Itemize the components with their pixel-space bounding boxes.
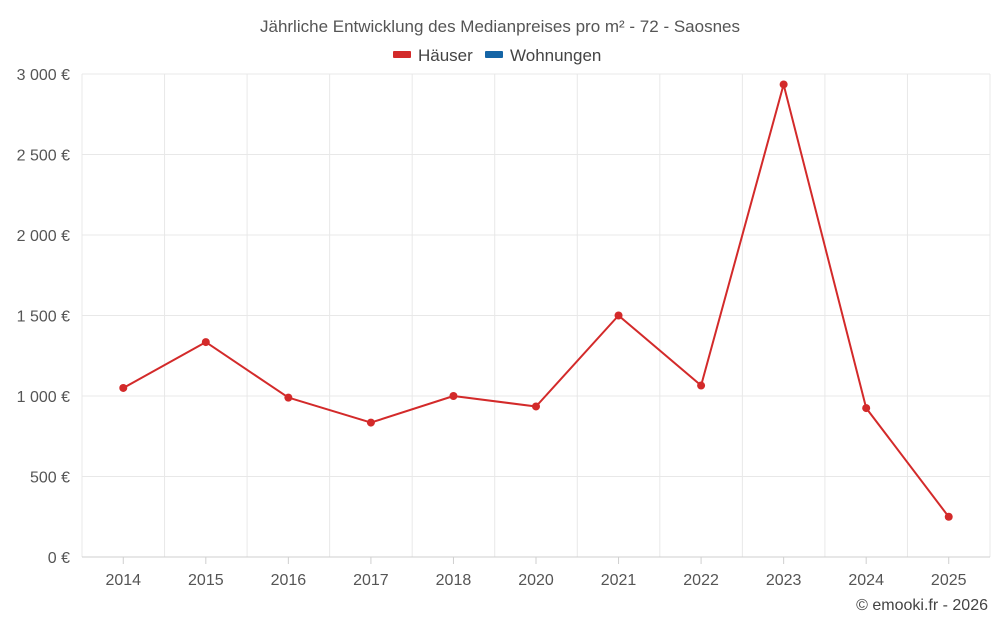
x-tick-label: 2023 — [766, 572, 802, 589]
y-tick-label: 2 000 € — [17, 228, 70, 245]
credit-text: © emooki.fr - 2026 — [856, 597, 988, 614]
x-tick-label: 2024 — [848, 572, 884, 589]
series-layer — [119, 80, 953, 521]
y-tick-label: 2 500 € — [17, 148, 70, 165]
x-tick-label: 2021 — [601, 572, 637, 589]
legend-label-haeuser: Häuser — [418, 46, 473, 65]
x-tick-label: 2025 — [931, 572, 967, 589]
y-tick-label: 1 500 € — [17, 309, 70, 326]
data-point-haeuser — [697, 381, 706, 390]
data-point-haeuser — [614, 311, 623, 320]
data-point-haeuser — [119, 383, 128, 392]
x-tick-label: 2018 — [436, 572, 472, 589]
data-point-haeuser — [779, 80, 788, 89]
legend-swatch-wohnungen — [485, 51, 503, 58]
y-axis: 0 € 500 € 1 000 € 1 500 € 2 000 € 2 500 € 3 00… — [17, 67, 70, 567]
y-tick-label: 1 000 € — [17, 389, 70, 406]
data-point-haeuser — [862, 404, 871, 413]
data-point-haeuser — [449, 392, 458, 400]
y-tick-label: 500 € — [30, 470, 70, 487]
data-point-haeuser — [366, 418, 375, 427]
grid — [81, 73, 991, 557]
x-tick-label: 2020 — [518, 572, 554, 589]
data-point-haeuser — [532, 402, 540, 411]
data-point-haeuser — [201, 338, 210, 347]
x-axis: 2014 2015 2016 2017 2018 2020 2021 2022 2023 2024… — [82, 556, 990, 589]
data-point-haeuser — [284, 393, 293, 402]
x-tick-label: 2017 — [353, 572, 389, 589]
legend-swatch-haeuser — [393, 51, 411, 58]
chart-title: Jährliche Entwicklung des Medianpreises … — [260, 17, 740, 36]
x-tick-label: 2022 — [683, 572, 719, 589]
legend-label-wohnungen: Wohnungen — [510, 46, 601, 65]
y-tick-label: 0 € — [48, 550, 70, 567]
legend-item-haeuser[interactable]: Häuser — [393, 46, 473, 65]
y-tick-label: 3 000 € — [17, 67, 70, 84]
x-tick-label: 2014 — [105, 572, 141, 589]
data-point-haeuser — [944, 512, 953, 521]
legend-item-wohnungen[interactable]: Wohnungen — [485, 46, 601, 65]
legend: Häuser Wohnungen — [393, 46, 601, 65]
x-tick-label: 2016 — [271, 572, 307, 589]
x-tick-label: 2015 — [188, 572, 224, 589]
